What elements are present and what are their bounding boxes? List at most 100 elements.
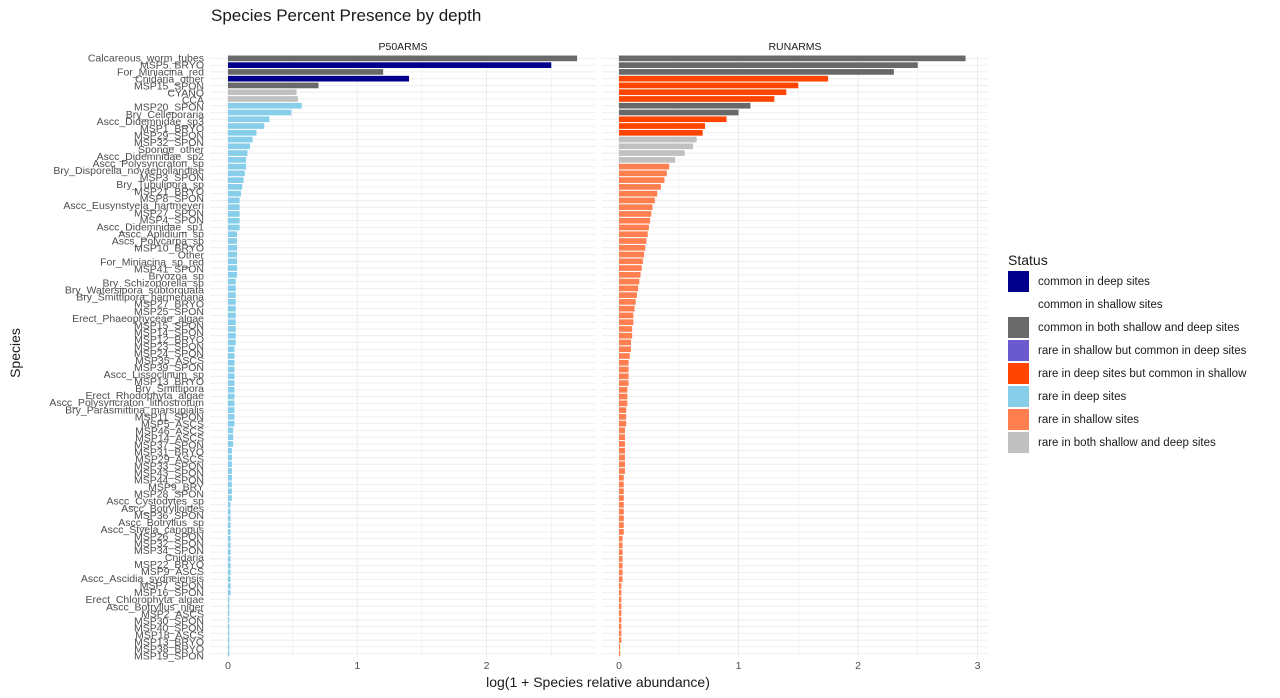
legend-label: rare in shallow but common in deep sites: [1038, 344, 1247, 357]
bar: [619, 373, 629, 380]
bar: [228, 637, 230, 643]
bar: [619, 204, 653, 211]
y-tick-label: MSP10_BRYO: [134, 242, 204, 254]
bar: [619, 522, 624, 528]
y-tick-label: Ascc_Styela_canopus: [101, 524, 204, 536]
bar: [228, 407, 235, 413]
legend-swatch: [1008, 386, 1029, 407]
legend-swatch: [1008, 363, 1029, 384]
bar: [619, 258, 643, 265]
bar: [619, 312, 634, 319]
bar: [228, 55, 578, 62]
legend-swatch: [1008, 294, 1029, 315]
y-tick-label: MSP27_SPON: [134, 207, 204, 219]
bar: [619, 400, 628, 407]
y-tick-label: MSP33_SPON: [134, 461, 204, 473]
y-tick-label: MSP35_ASCS: [135, 355, 204, 367]
chart-title: Species Percent Presence by depth: [211, 6, 482, 25]
y-tick-label: CCA: [182, 95, 204, 107]
bar: [228, 549, 231, 555]
legend-item: rare in shallow but common in deep sites: [1008, 339, 1280, 362]
bar: [228, 373, 235, 380]
bar: [228, 650, 230, 657]
bar: [619, 332, 633, 339]
y-tick-label: MSP32_SPON: [134, 137, 204, 149]
bar: [619, 637, 622, 643]
bar: [619, 265, 642, 271]
bar: [619, 326, 633, 332]
x-tick-label: 0: [225, 660, 231, 672]
bar: [228, 136, 253, 143]
bar: [619, 211, 652, 217]
bar: [228, 150, 248, 156]
bar: [228, 238, 238, 244]
legend-title: Status: [1008, 252, 1048, 268]
y-tick-label: Calcareous_worm_tubes: [88, 53, 204, 65]
bar: [619, 359, 629, 366]
bar: [228, 562, 231, 569]
bar: [228, 366, 235, 373]
y-tick-label: MSP32_SPON: [134, 538, 204, 550]
bar: [228, 346, 235, 353]
y-tick-label: Erect_Chlorophyta_algae: [86, 594, 205, 606]
bar: [228, 244, 238, 251]
y-tick-label: MSP15_SPON: [134, 320, 204, 332]
y-tick-label: Bry_Celleporaria: [126, 109, 204, 121]
y-tick-label: MSP8_SPON: [140, 193, 204, 205]
legend-label: common in deep sites: [1038, 275, 1150, 288]
bar: [228, 380, 235, 386]
y-tick-label: MSP44_SPON: [134, 475, 204, 487]
bar: [619, 630, 622, 637]
bar: [228, 576, 231, 583]
legend-swatch: [1008, 432, 1029, 453]
bar: [228, 163, 247, 170]
bar: [228, 468, 232, 474]
bar: [228, 454, 232, 461]
y-tick-label: MSP34_SPON: [134, 545, 204, 557]
y-tick-label: Bry_Schizoporella_sp: [102, 278, 204, 290]
bar: [619, 238, 647, 244]
bar: [228, 488, 232, 495]
bar: [228, 427, 234, 434]
bar: [228, 299, 236, 305]
bar: [619, 556, 623, 562]
bar: [619, 610, 622, 616]
bar: [619, 170, 667, 177]
bar: [228, 109, 292, 116]
bar: [619, 177, 665, 183]
bar: [619, 339, 631, 346]
y-tick-label: Bry_Parasmittina_marsupialis: [65, 404, 204, 416]
bar: [228, 285, 236, 292]
bar: [619, 501, 624, 508]
legend-label: common in both shallow and deep sites: [1038, 321, 1240, 334]
bar: [228, 535, 231, 542]
bar: [228, 143, 250, 150]
bar: [228, 190, 241, 197]
y-tick-label: MSP5_BRYO: [140, 60, 204, 72]
bar: [619, 386, 628, 393]
bar: [619, 150, 685, 156]
y-tick-label: Ascs_Polycarpa_sp: [112, 235, 204, 247]
bar: [228, 414, 235, 420]
y-tick-label: Ascc_Botrylloides: [121, 503, 204, 515]
bar: [228, 630, 230, 637]
bar: [619, 190, 658, 197]
y-tick-label: MSP24_SPON: [134, 348, 204, 360]
bar: [228, 332, 236, 339]
y-tick-label: MSP9_BRY: [148, 482, 204, 494]
y-tick-label: MSP27_BRYO: [134, 299, 204, 311]
bar: [619, 89, 787, 96]
bar: [228, 305, 236, 312]
bar: [228, 583, 231, 589]
y-tick-label: Ascc_Botryllus_niger: [106, 601, 205, 613]
y-tick-label: Bry_Tubulipora_sp: [116, 179, 204, 191]
bar: [619, 461, 625, 468]
y-tick-label: Bry_Smittipora_harmeriana: [76, 292, 204, 304]
x-tick-label: 1: [354, 660, 360, 672]
y-tick-label: MSP21_BRYO: [134, 186, 204, 198]
legend-item: rare in deep sites: [1008, 385, 1280, 408]
bar: [619, 123, 706, 129]
bar: [228, 522, 231, 528]
bar: [619, 583, 622, 589]
bar: [228, 204, 240, 211]
